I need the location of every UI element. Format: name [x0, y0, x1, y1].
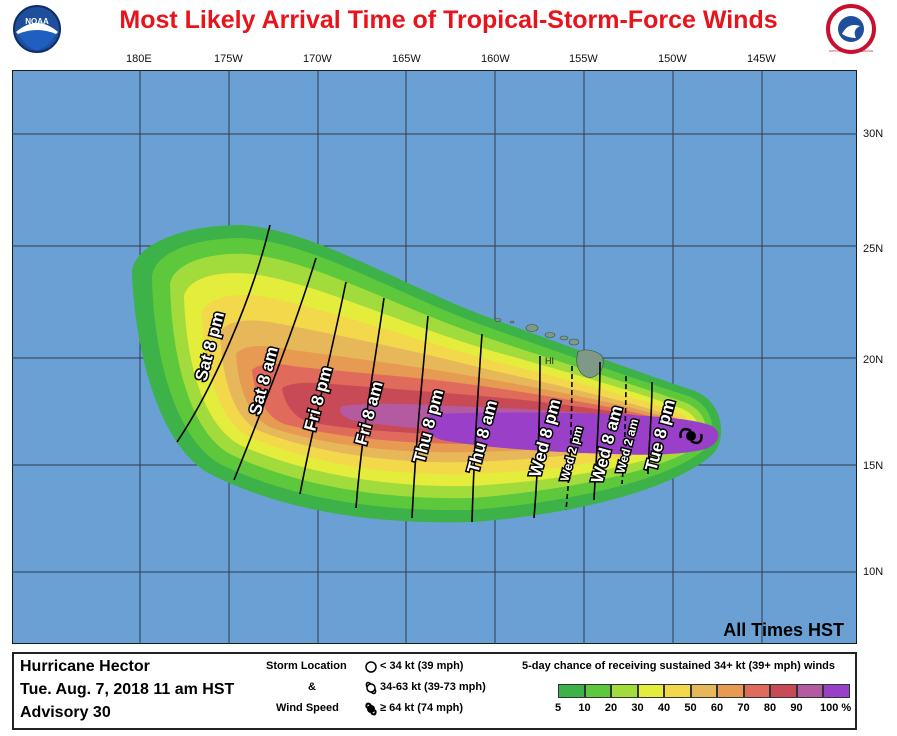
- probability-swatch: [743, 684, 770, 698]
- symbol-label-below-34kt: < 34 kt (39 mph): [380, 660, 464, 672]
- lon-label-170w: 170W: [303, 53, 332, 65]
- probability-swatch: [558, 684, 585, 698]
- lon-label-160w: 160W: [481, 53, 510, 65]
- probability-swatch: [664, 684, 691, 698]
- probability-swatch: [796, 684, 823, 698]
- lon-label-155w: 155W: [569, 53, 598, 65]
- advisory-date: Tue. Aug. 7, 2018 11 am HST: [20, 681, 235, 698]
- probability-tick-label: 20: [604, 702, 618, 714]
- arrival-isochrones: [176, 224, 653, 523]
- probability-swatch: [611, 684, 638, 698]
- probability-swatch: [584, 684, 611, 698]
- lon-label-165w: 165W: [392, 53, 421, 65]
- hurricane-icon: [365, 702, 377, 716]
- map-title: Most Likely Arrival Time of Tropical-Sto…: [119, 6, 778, 34]
- forecast-map: HI Sat 8 pm Sat 8 am Fri 8 pm Fri 8 am T…: [12, 70, 857, 644]
- storm-location-label: Storm Location: [266, 660, 347, 672]
- lon-label-175w: 175W: [214, 53, 243, 65]
- probability-tick-label: 40: [657, 702, 671, 714]
- probability-band-100: [426, 412, 719, 455]
- lon-label-150w: 150W: [658, 53, 687, 65]
- probability-tick-label: 30: [631, 702, 644, 714]
- probability-tick-label: 70: [737, 702, 750, 714]
- probability-swatch: [690, 684, 717, 698]
- probability-tick-label: 50: [684, 702, 697, 714]
- symbol-label-34-63kt: 34-63 kt (39-73 mph): [380, 681, 486, 693]
- lat-label-15n: 15N: [863, 460, 884, 472]
- probability-title: 5-day chance of receiving sustained 34+ …: [522, 660, 835, 672]
- legend-panel: Hurricane Hector Tue. Aug. 7, 2018 11 am…: [12, 652, 857, 730]
- hawaiian-islands: [494, 318, 604, 379]
- lon-label-180e: 180E: [126, 53, 152, 65]
- wind-speed-label: Wind Speed: [276, 702, 339, 714]
- probability-swatch: [770, 684, 797, 698]
- storm-name: Hurricane Hector: [20, 658, 150, 675]
- nws-logo: NATIONAL WEATHER SERVICE: [826, 4, 876, 54]
- lat-label-25n: 25N: [863, 243, 884, 255]
- probability-tick-label: 10: [578, 702, 591, 714]
- noaa-logo-text: NOAA: [25, 17, 49, 26]
- hurricane-symbol: [679, 427, 703, 445]
- noaa-logo: NOAA: [13, 5, 61, 53]
- probability-tick-label: 5: [554, 702, 562, 714]
- nws-logo-text: NATIONAL WEATHER SERVICE: [829, 49, 873, 53]
- lat-label-10n: 10N: [863, 566, 884, 578]
- probability-tick-label: 100 %: [820, 702, 852, 714]
- lat-label-30n: 30N: [863, 128, 884, 140]
- legend-amp: &: [308, 681, 316, 693]
- probability-swatch: [637, 684, 664, 698]
- times-note: All Times HST: [723, 620, 844, 640]
- probability-tick-label: 90: [790, 702, 803, 714]
- probability-swatch: [717, 684, 744, 698]
- probability-tick-label: 80: [763, 702, 777, 714]
- lat-lon-grid: [12, 70, 857, 644]
- tropical-depression-icon: [365, 661, 377, 673]
- symbol-label-64kt: ≥ 64 kt (74 mph): [380, 702, 464, 714]
- lat-label-20n: 20N: [863, 354, 884, 366]
- probability-swatch: [823, 684, 850, 698]
- probability-tick-label: 60: [710, 702, 724, 714]
- lon-label-145w: 145W: [747, 53, 776, 65]
- region-label: HI: [545, 356, 554, 366]
- tropical-storm-icon: [365, 681, 377, 695]
- advisory-number: Advisory 30: [20, 704, 111, 721]
